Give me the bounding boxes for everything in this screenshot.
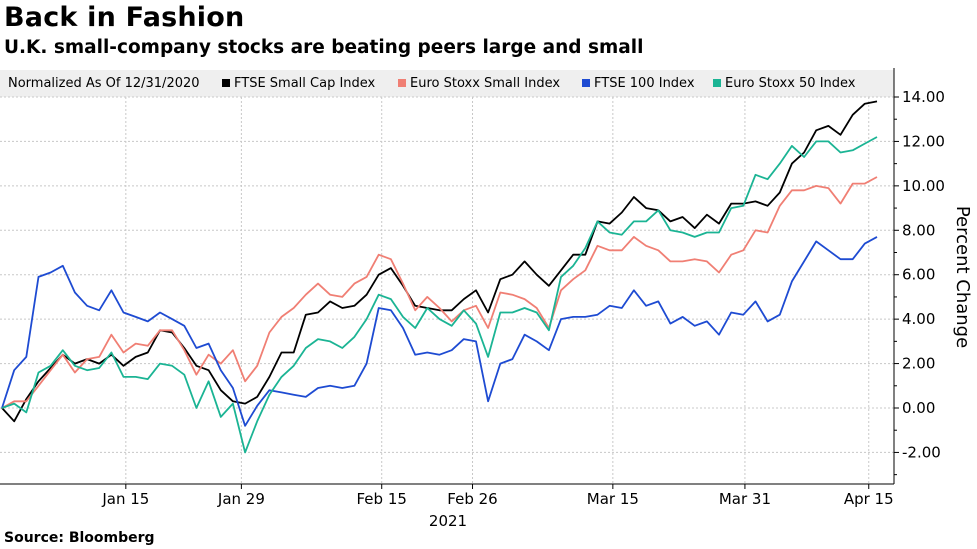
legend-item-euro-stoxx-50: Euro Stoxx 50 Index: [713, 76, 855, 91]
legend-label: Euro Stoxx Small Index: [410, 76, 561, 91]
y-tick-label: 10.00: [902, 177, 945, 195]
series-line-ftse-small-cap-index: [1, 100, 878, 423]
x-tick-label: Jan 29: [217, 490, 265, 508]
legend-label: FTSE Small Cap Index: [234, 76, 376, 91]
series-line-euro-stoxx-50-index: [1, 136, 878, 454]
legend-note: Normalized As Of 12/31/2020: [8, 76, 200, 91]
legend-label: FTSE 100 Index: [594, 76, 695, 91]
y-tick-label: 2.00: [902, 355, 935, 373]
x-tick-label: Jan 15: [101, 490, 149, 508]
x-tick-label: Apr 15: [844, 490, 894, 508]
y-tick-label: 6.00: [902, 266, 935, 284]
legend-item-euro-stoxx-small: Euro Stoxx Small Index: [398, 76, 560, 91]
y-tick-label: 8.00: [902, 221, 935, 239]
legend-swatch: [398, 79, 406, 87]
legend-swatch: [582, 79, 590, 87]
chart-subtitle: U.K. small-company stocks are beating pe…: [4, 37, 644, 58]
source-note: Source: Bloomberg: [4, 530, 155, 546]
legend-swatch: [222, 79, 230, 87]
legend-item-ftse-100: FTSE 100 Index: [582, 76, 695, 91]
x-axis-label: 2021: [429, 512, 467, 530]
x-tick-label: Feb 15: [357, 490, 407, 508]
legend-label: Euro Stoxx 50 Index: [725, 76, 856, 91]
x-tick-label: Feb 26: [447, 490, 497, 508]
x-tick-label: Mar 15: [587, 490, 639, 508]
chart-title: Back in Fashion: [4, 2, 245, 33]
y-tick-label: 12.00: [902, 132, 945, 150]
legend-item-ftse-small-cap: FTSE Small Cap Index: [222, 76, 375, 91]
legend: Normalized As Of 12/31/2020 FTSE Small C…: [0, 70, 894, 97]
legend-swatch: [713, 79, 721, 87]
series-line-ftse-100-index: [1, 236, 878, 427]
y-tick-label: 4.00: [902, 310, 935, 328]
y-tick-label: 14.00: [902, 88, 945, 106]
y-tick-label: 0.00: [902, 399, 935, 417]
y-axis-label: Percent Change: [952, 206, 973, 348]
series-line-euro-stoxx-small-index: [1, 176, 878, 409]
x-tick-label: Mar 31: [719, 490, 771, 508]
y-tick-label: -2.00: [902, 443, 941, 461]
